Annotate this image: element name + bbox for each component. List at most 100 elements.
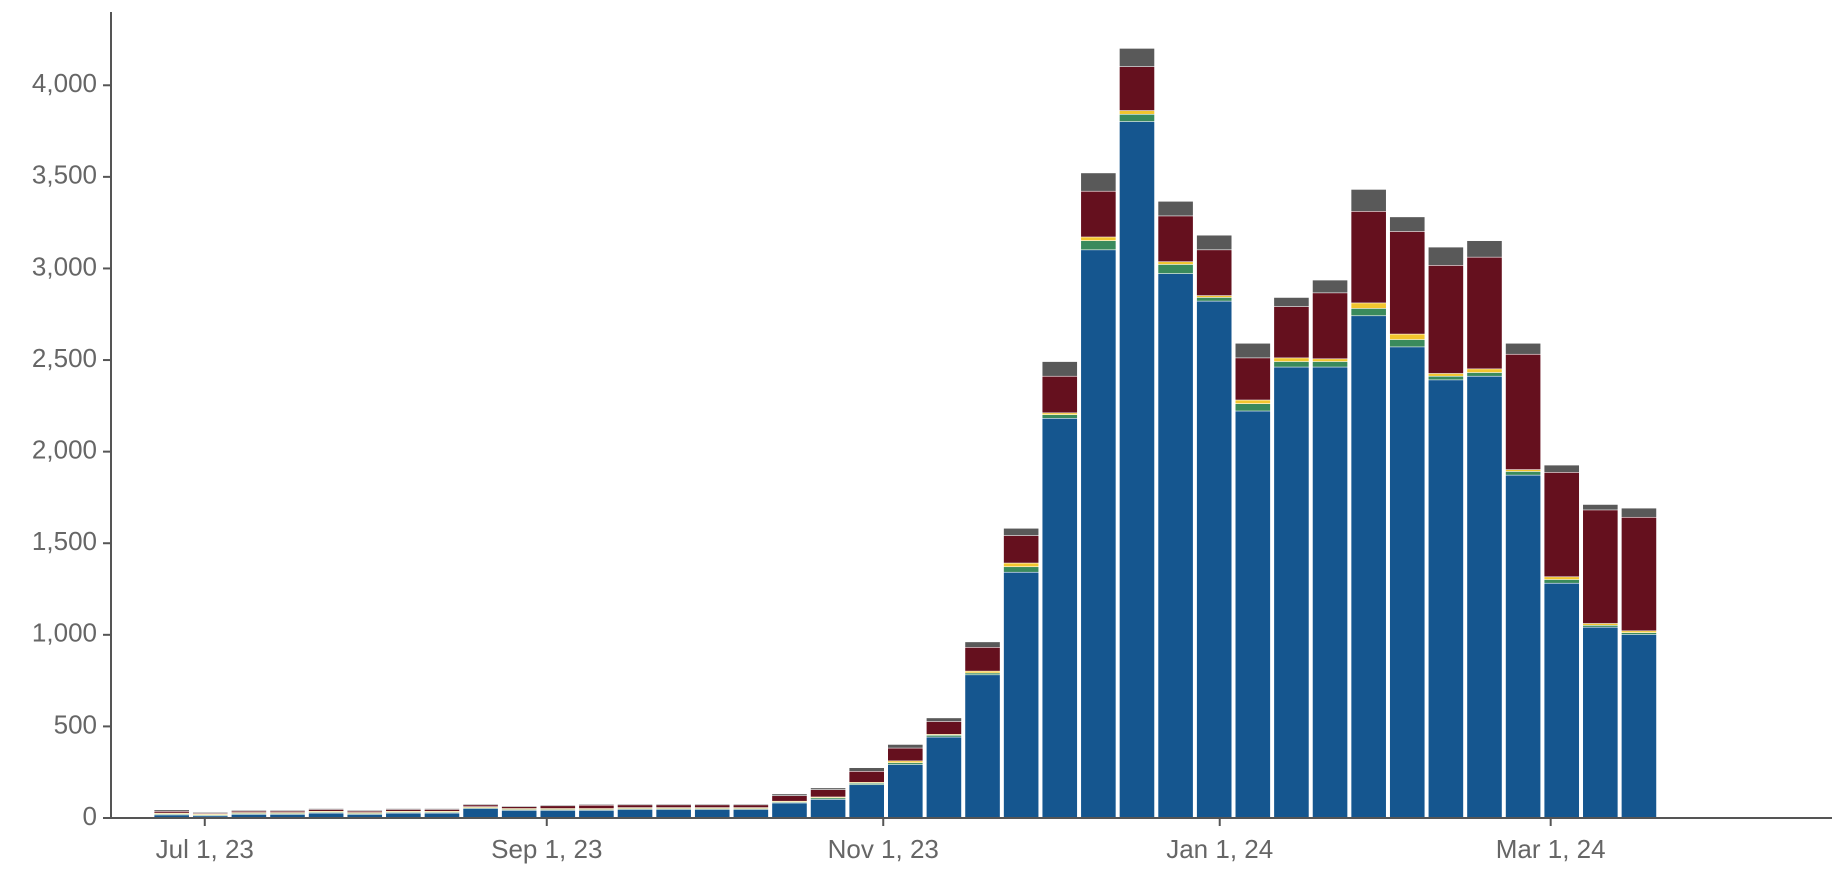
bar-segment-3	[540, 806, 576, 809]
bar-segment-4	[1235, 343, 1271, 358]
bar-segment-4	[154, 810, 189, 811]
bar-segment-4	[1312, 280, 1348, 293]
bar-segment-1	[1274, 361, 1309, 367]
bar-segment-1	[810, 798, 846, 800]
bar-segment-3	[501, 807, 537, 809]
bar-segment-3	[1467, 257, 1502, 369]
bar-segment-0	[617, 809, 653, 818]
bar-segment-4	[1196, 235, 1232, 250]
bar-segment-0	[501, 810, 537, 818]
bar-segment-1	[888, 763, 923, 765]
bar-segment-1	[1467, 372, 1502, 376]
y-tick-label: 3,500	[32, 160, 97, 190]
bar-segment-2	[888, 761, 923, 763]
bar-segment-3	[1428, 265, 1464, 374]
bar-segment-4	[1081, 173, 1116, 191]
y-tick-label: 1,000	[32, 618, 97, 648]
bar-segment-0	[386, 813, 421, 818]
bar-segment-4	[888, 744, 923, 748]
bar-segment-4	[1042, 361, 1078, 376]
bar-segment-3	[888, 748, 923, 761]
bar-segment-3	[1081, 191, 1116, 237]
bar-segment-0	[888, 764, 923, 818]
bar-segment-2	[1274, 358, 1309, 362]
bar-segment-0	[1274, 367, 1309, 818]
bar-segment-4	[1544, 465, 1580, 473]
bar-segment-4	[1351, 189, 1386, 212]
bar-segment-1	[926, 735, 962, 737]
bar-segment-0	[1312, 367, 1348, 818]
bar-segment-0	[154, 815, 189, 818]
bar-segment-4	[1505, 343, 1541, 354]
bar-segment-0	[579, 810, 614, 818]
bar-segment-0	[1196, 301, 1232, 818]
bar-segment-2	[1583, 623, 1618, 626]
bar-segment-2	[1042, 413, 1078, 415]
bar-segment-4	[1119, 48, 1155, 67]
y-tick-label: 500	[54, 709, 97, 739]
bar-segment-0	[424, 813, 460, 818]
bar-segment-1	[1003, 567, 1039, 572]
bar-segment-3	[1158, 216, 1193, 262]
x-tick-label: Mar 1, 24	[1496, 834, 1606, 864]
bar-segment-2	[1003, 563, 1039, 567]
bar-segment-3	[579, 805, 614, 809]
bar-segment-1	[1505, 471, 1541, 475]
bar-segment-4	[965, 642, 1000, 648]
bar-segment-1	[1351, 308, 1386, 316]
bar-segment-0	[810, 799, 846, 818]
bar-segment-3	[1042, 376, 1078, 413]
bar-segment-2	[1389, 334, 1425, 340]
x-tick-label: Jul 1, 23	[156, 834, 254, 864]
bar-segment-0	[1003, 572, 1039, 818]
bar-segment-0	[1119, 121, 1155, 818]
bar-segment-4	[1389, 217, 1425, 232]
x-axis-ticks: Jul 1, 23 Sep 1, 23 Nov 1, 23 Jan 1, 24 Mar …	[156, 818, 1606, 864]
bar-segment-1	[1428, 376, 1464, 380]
bar-segment-0	[1621, 634, 1657, 818]
bar-segment-0	[1544, 583, 1580, 818]
bar-segment-3	[1196, 250, 1232, 296]
bar-segment-3	[463, 805, 498, 807]
bar-segment-4	[926, 718, 962, 722]
bar-segment-4	[810, 788, 846, 790]
bar-segment-3	[656, 805, 691, 808]
bar-segment-0	[1505, 475, 1541, 818]
bar-segment-1	[1312, 361, 1348, 367]
bar-segment-2	[1621, 631, 1657, 633]
bar-segment-3	[1003, 535, 1039, 563]
y-tick-label: 4,000	[32, 68, 97, 98]
bar-segment-0	[308, 813, 344, 818]
x-tick-label: Jan 1, 24	[1166, 834, 1273, 864]
bar-segment-0	[192, 816, 228, 818]
bar-segment-3	[1505, 354, 1541, 470]
bar-segment-4	[1158, 201, 1193, 216]
bar-segment-0	[1389, 347, 1425, 818]
bar-segment-3	[849, 771, 884, 783]
bar-segment-0	[772, 803, 807, 818]
bar-segment-3	[1235, 358, 1271, 400]
bar-segment-0	[463, 808, 498, 818]
bar-segment-1	[1119, 114, 1155, 122]
bar-segment-1	[1544, 579, 1580, 583]
bar-segment-3	[1274, 306, 1309, 358]
bar-segment-4	[849, 767, 884, 772]
bar-segment-4	[1583, 504, 1618, 510]
bar-segment-0	[1042, 418, 1078, 818]
bar-segment-3	[810, 789, 846, 797]
bar-segment-0	[1081, 250, 1116, 818]
bar-segment-1	[1196, 297, 1232, 301]
bar-segment-4	[1621, 508, 1657, 517]
bar-segment-2	[1428, 373, 1464, 376]
bar-segment-3	[347, 811, 383, 813]
bar-segment-2	[1544, 577, 1580, 580]
y-tick-label: 2,000	[32, 435, 97, 465]
bar-segment-1	[1081, 240, 1116, 250]
bar-segment-0	[926, 737, 962, 818]
bar-segment-1	[1621, 632, 1657, 635]
bar-segment-3	[926, 721, 962, 735]
bar-segment-2	[1312, 359, 1348, 362]
bar-segment-2	[1081, 237, 1116, 241]
bar-segment-0	[270, 814, 305, 818]
bar-segment-3	[1583, 510, 1618, 624]
